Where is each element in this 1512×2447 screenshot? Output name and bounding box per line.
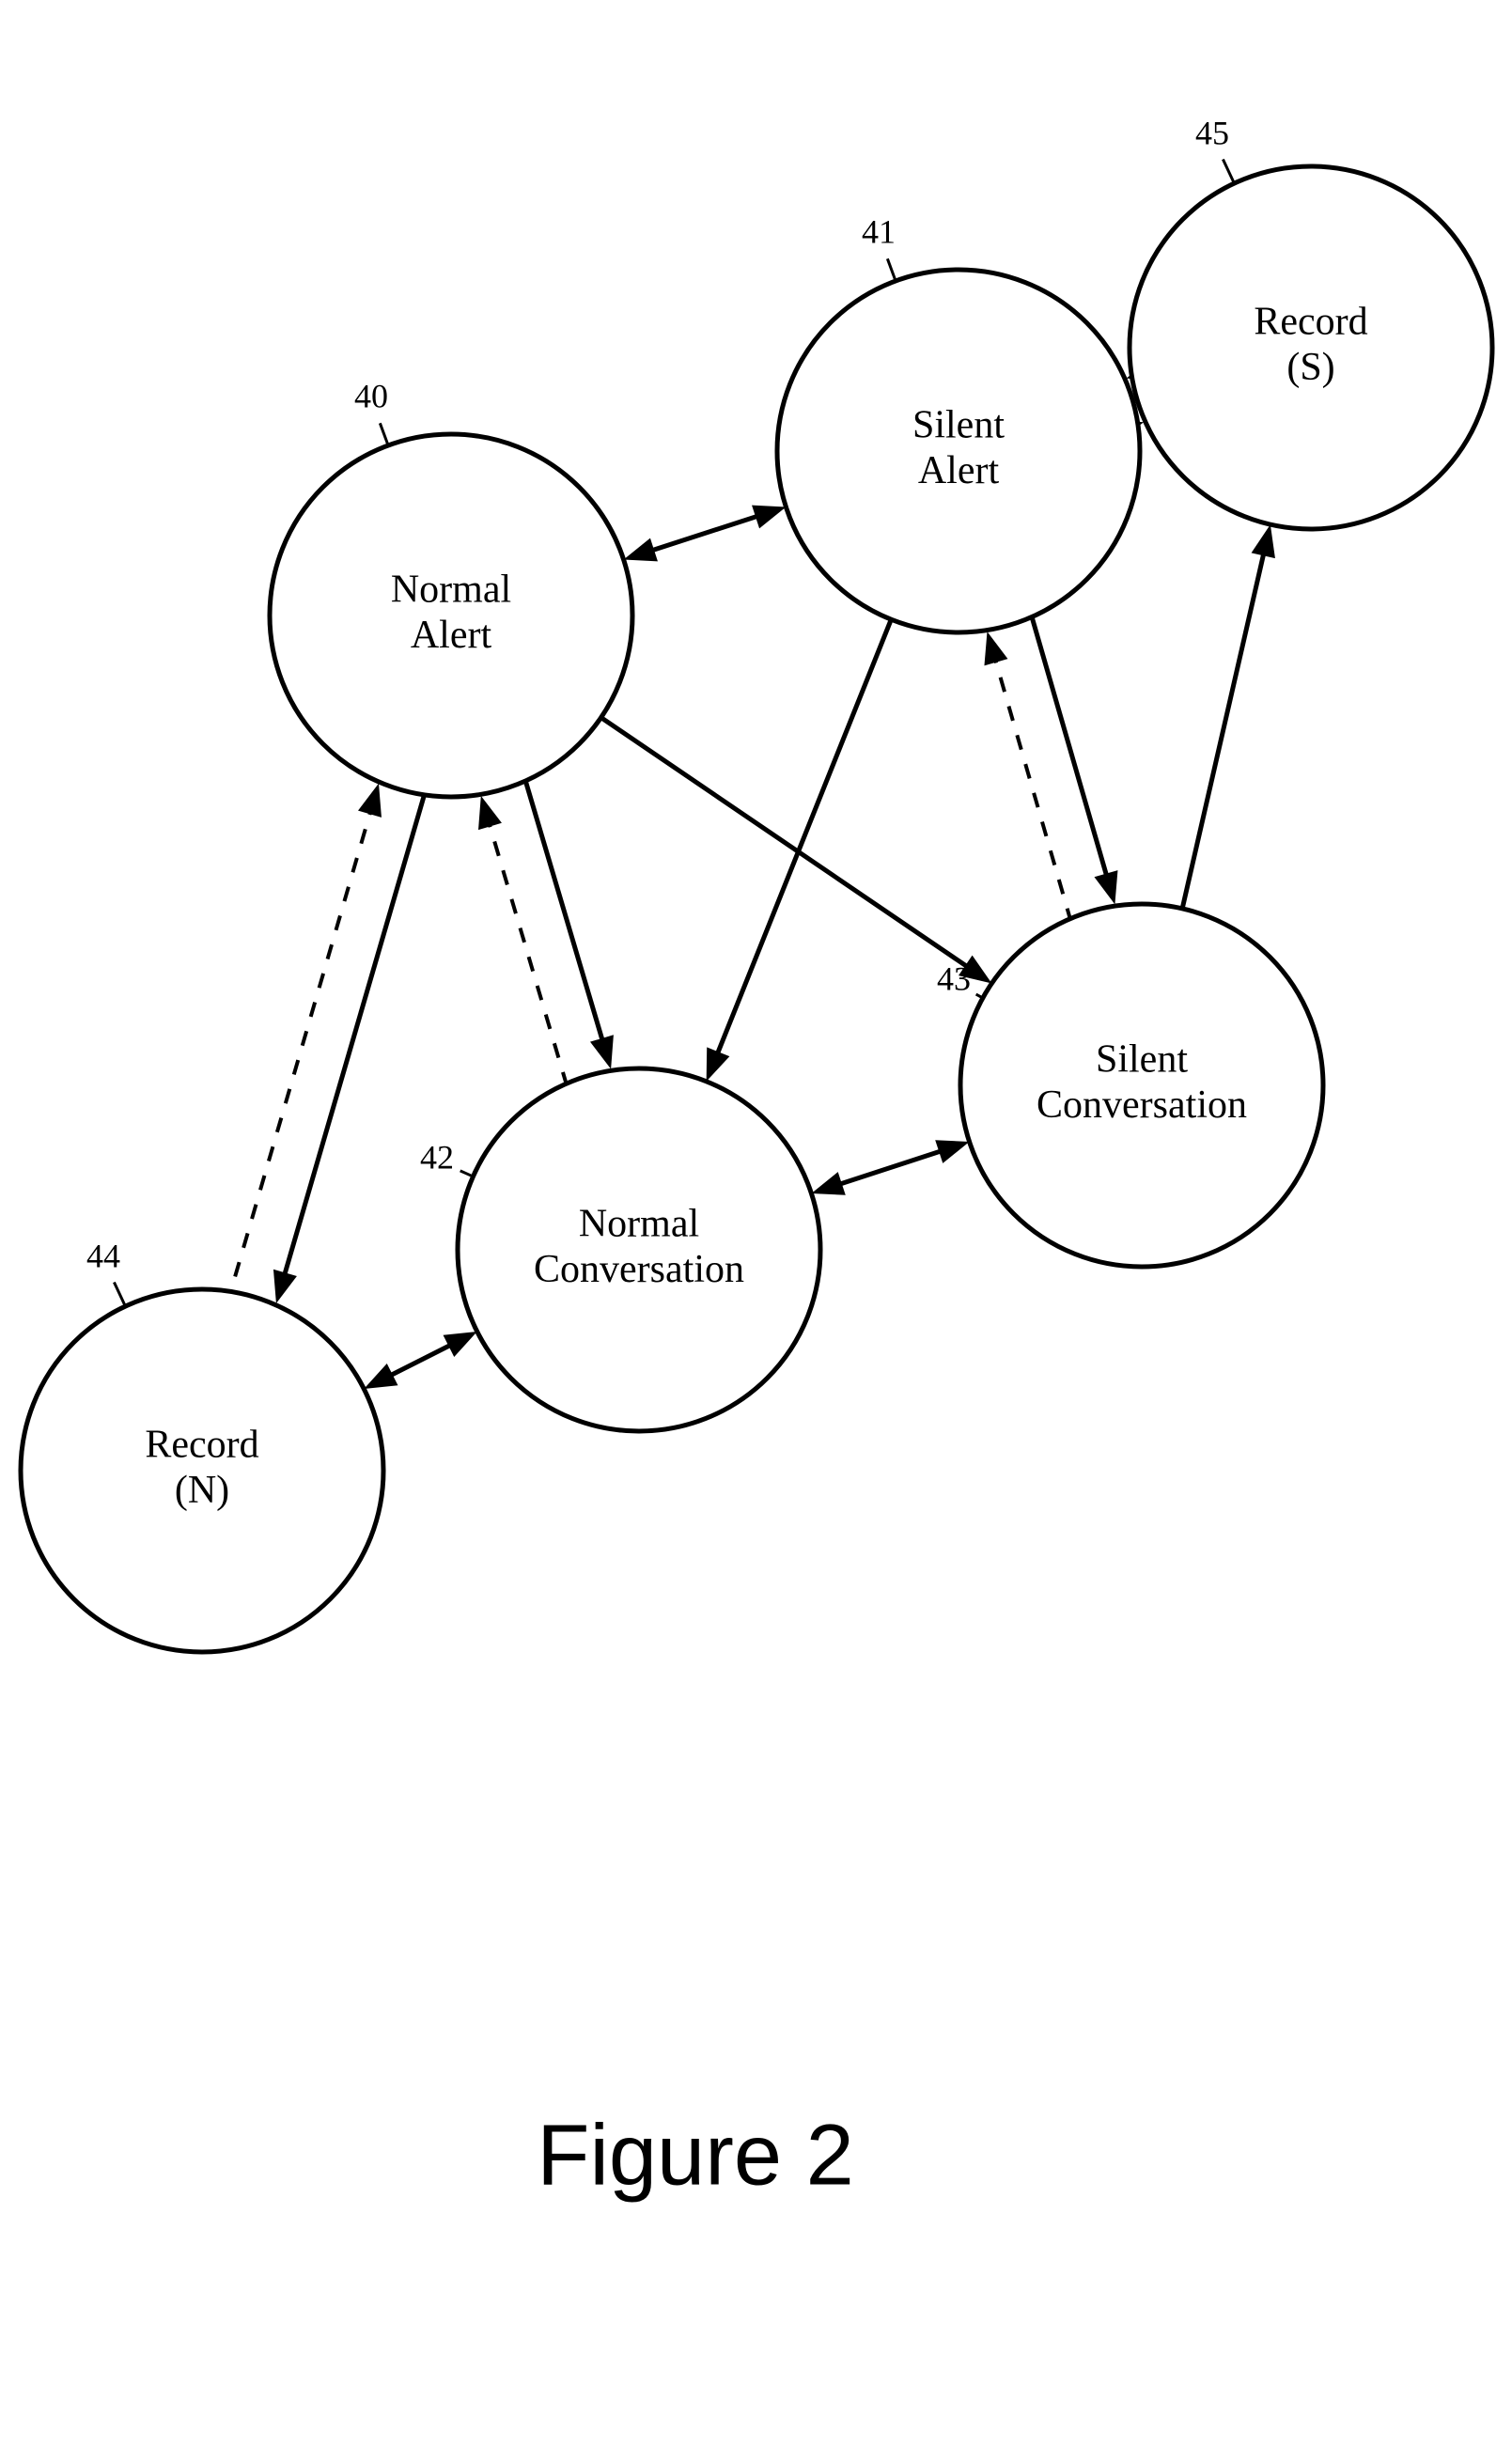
node-label-record-s-line0: Record [1254,300,1367,343]
edge-arrow-from-0 [624,538,658,562]
node-record-n: Record(N) [21,1289,383,1652]
callout-leader-record-n [114,1282,124,1304]
state-diagram: NormalAlertSilentAlertNormalConversation… [0,0,1512,2447]
node-label-normal-alert-line1: Alert [411,614,492,657]
node-label-silent-alert-line1: Alert [918,449,1000,492]
edge-silent_alert-silent_conversation-3 [1033,618,1118,904]
figure-caption: Figure 2 [537,2107,854,2203]
node-label-silent-conversation-line0: Silent [1096,1037,1188,1081]
edge-arrow-to-11 [707,1047,730,1081]
edge-arrow-to-1 [590,1035,614,1068]
edge-line-9 [828,1147,953,1188]
callout-label-silent-alert: 41 [862,212,896,250]
callout-label-normal-alert: 40 [354,377,388,414]
node-normal-alert: NormalAlert [270,434,632,797]
edge-normal_alert-record_n-5 [273,797,424,1303]
node-normal-conversation: NormalConversation [458,1068,820,1431]
node-silent-alert: SilentAlert [777,270,1140,632]
callout-leader-silent-alert [887,258,895,279]
node-label-record-n-line0: Record [145,1423,258,1466]
edge-line-2 [486,813,566,1083]
node-label-record-n-line1: (N) [175,1469,229,1512]
edge-arrow-from-4 [984,631,1007,665]
callout-leader-normal-alert [380,423,387,444]
edge-line-1 [526,783,606,1052]
edge-arrow-to-0 [752,506,786,529]
edge-line-3 [1033,618,1111,887]
node-label-silent-conversation-line1: Conversation [1037,1083,1247,1127]
node-silent-conversation: SilentConversation [960,904,1323,1267]
edge-silent_alert-silent_conversation-4 [984,631,1069,917]
edge-arrow-to-5 [273,1270,297,1303]
callout-label-silent-conversation: 43 [937,959,971,997]
edge-normal_alert-record_n-6 [231,784,382,1290]
edge-line-13 [1182,541,1267,909]
edge-arrow-to-9 [935,1140,969,1163]
edge-normal_alert-normal_conversation-2 [478,796,566,1083]
callout-label-record-s: 45 [1195,114,1229,151]
edge-line-11 [713,619,892,1065]
edge-normal_alert-silent_alert-0 [624,506,787,562]
node-label-record-s-line1: (S) [1286,346,1334,389]
edge-arrow-from-6 [358,784,382,818]
callout-label-record-n: 44 [86,1237,120,1274]
node-label-silent-alert-line0: Silent [912,403,1005,446]
edge-line-10 [601,718,977,974]
node-label-normal-conversation-line1: Conversation [534,1248,744,1291]
edge-normal_conversation-silent_conversation-9 [811,1140,969,1195]
callout-leader-normal-conversation [460,1171,472,1176]
edge-silent_alert-normal_conversation-11 [707,619,892,1082]
edge-arrow-from-9 [811,1172,845,1195]
callout-leader-silent-conversation [976,994,981,997]
edge-arrow-to-12 [364,1364,397,1389]
edge-arrow-from-12 [444,1332,477,1357]
edge-line-4 [992,648,1070,917]
node-record-s: Record(S) [1130,166,1492,529]
node-label-normal-conversation-line0: Normal [579,1202,699,1245]
callout-label-normal-conversation: 42 [420,1138,454,1176]
edge-normal_alert-normal_conversation-1 [526,783,614,1069]
edge-line-0 [640,512,769,553]
edge-arrow-to-13 [1252,524,1275,558]
edge-arrow-to-3 [1094,870,1117,904]
node-label-normal-alert-line0: Normal [391,568,511,611]
edge-arrow-from-2 [478,796,502,830]
edge-normal_conversation-record_n-12 [364,1332,476,1389]
edge-silent_conversation-record_s-13 [1182,524,1275,909]
callout-leader-record-s [1223,159,1233,181]
nodes-layer: NormalAlertSilentAlertNormalConversation… [21,166,1492,1652]
